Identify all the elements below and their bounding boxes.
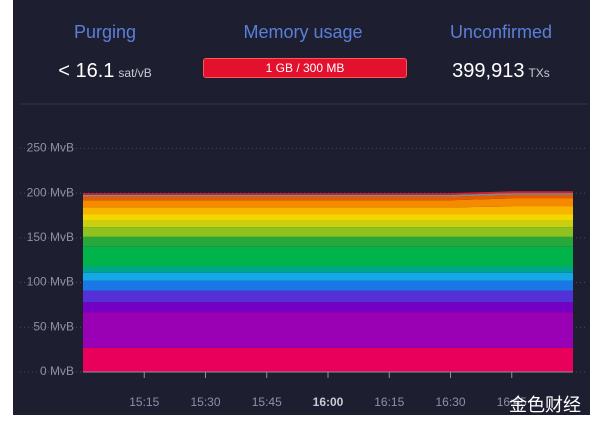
area-band xyxy=(83,347,573,372)
stat-label: Unconfirmed xyxy=(449,22,553,42)
area-band xyxy=(83,266,573,273)
y-tick-label: 100 MvB xyxy=(27,275,74,289)
purging-stat: Purging < 16.1 sat/vB xyxy=(5,22,205,83)
area-band xyxy=(83,312,573,348)
area-band xyxy=(83,206,573,215)
x-tick-label: 16:45 xyxy=(497,395,527,409)
area-band xyxy=(83,280,573,291)
stat-label: Purging xyxy=(73,22,137,42)
unconfirmed-stat: Unconfirmed 399,913 TXs xyxy=(401,22,600,83)
stat-value: 399,913 xyxy=(452,60,525,82)
stat-unit: TXs xyxy=(528,66,550,80)
area-band xyxy=(83,246,573,267)
memory-bar: 1 GB / 300 MB xyxy=(203,58,407,78)
memory-stat: Memory usage 1 GB / 300 MB xyxy=(203,22,407,78)
y-tick-label: 150 MvB xyxy=(27,230,74,244)
x-tick-label: 15:45 xyxy=(252,395,282,409)
area-band xyxy=(83,191,573,195)
area-band xyxy=(83,220,573,228)
y-tick-label: 200 MvB xyxy=(27,185,74,199)
area-band xyxy=(83,302,573,313)
y-tick-label: 0 MvB xyxy=(40,364,74,378)
watermark: 金色财经 xyxy=(509,395,581,415)
area-band xyxy=(83,236,573,247)
y-tick-label: 50 MvB xyxy=(33,319,74,333)
x-tick-label: 16:00 xyxy=(313,395,344,409)
stat-unit: sat/vB xyxy=(118,66,152,80)
area-band xyxy=(83,214,573,221)
x-tick-label: 16:15 xyxy=(374,395,404,409)
y-tick-label: 250 MvB xyxy=(27,141,74,155)
stat-value: < 16.1 xyxy=(58,60,115,82)
area-band xyxy=(83,198,573,208)
stat-label: Memory usage xyxy=(243,22,363,42)
area-band xyxy=(83,227,573,237)
area-band xyxy=(83,272,573,281)
x-tick-label: 15:15 xyxy=(129,395,159,409)
area-band xyxy=(83,290,573,303)
x-tick-label: 16:30 xyxy=(435,395,465,409)
area-band xyxy=(83,194,573,201)
x-tick-label: 15:30 xyxy=(190,395,220,409)
